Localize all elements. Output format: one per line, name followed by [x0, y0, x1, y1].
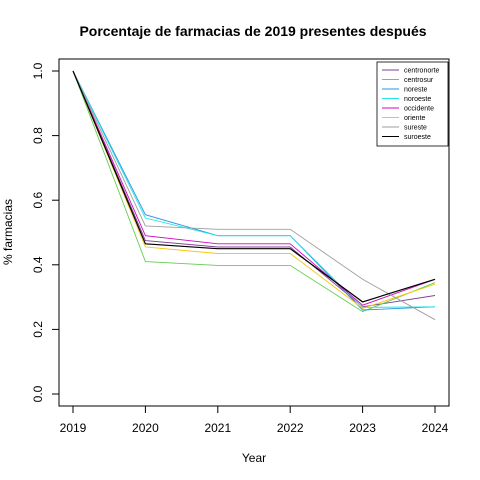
y-tick-label: 0.2	[31, 321, 45, 338]
legend-label-occidente: occidente	[404, 106, 434, 113]
series-line-noroeste	[72, 70, 436, 308]
y-tick-label: 0.0	[31, 385, 45, 402]
series-line-centronorte	[72, 70, 436, 308]
x-tick-label: 2023	[349, 421, 376, 435]
y-tick-label: 0.6	[31, 192, 45, 209]
y-tick-label: 0.4	[31, 256, 45, 273]
x-tick-label: 2019	[60, 421, 87, 435]
legend-label-centronorte: centronorte	[404, 68, 440, 75]
series-line-suroeste	[72, 70, 436, 303]
series-line-occidente	[72, 70, 436, 306]
series-line-sureste	[72, 70, 436, 321]
legend: centronorte centrosur noreste noroeste occid…	[376, 61, 449, 147]
legend-label-sureste: sureste	[404, 125, 427, 132]
x-tick-label: 2021	[204, 421, 231, 435]
legend-label-oriente: oriente	[404, 115, 426, 122]
axes: 2019 2020 2021 2022 2023 2024 0.0 0.2 0.4 0.6 0.8 1…	[31, 62, 449, 435]
legend-box	[376, 61, 449, 147]
x-tick-label: 2022	[277, 421, 304, 435]
series-layer	[72, 70, 436, 321]
y-tick-label: 1.0	[31, 62, 45, 79]
x-tick-label: 2024	[422, 421, 449, 435]
legend-label-noreste: noreste	[404, 87, 427, 94]
y-axis-label: % farmacias	[1, 199, 15, 265]
chart-title: Porcentaje de farmacias de 2019 presente…	[79, 23, 426, 39]
x-tick-label: 2020	[132, 421, 159, 435]
series-line-centrosur	[72, 70, 436, 313]
series-line-oriente	[72, 70, 436, 309]
legend-label-suroeste: suroeste	[404, 134, 431, 141]
y-tick-label: 0.8	[31, 127, 45, 144]
legend-label-centrosur: centrosur	[404, 77, 434, 84]
x-axis-label: Year	[242, 451, 266, 465]
plot-frame	[58, 58, 450, 407]
legend-label-noroeste: noroeste	[404, 96, 431, 103]
